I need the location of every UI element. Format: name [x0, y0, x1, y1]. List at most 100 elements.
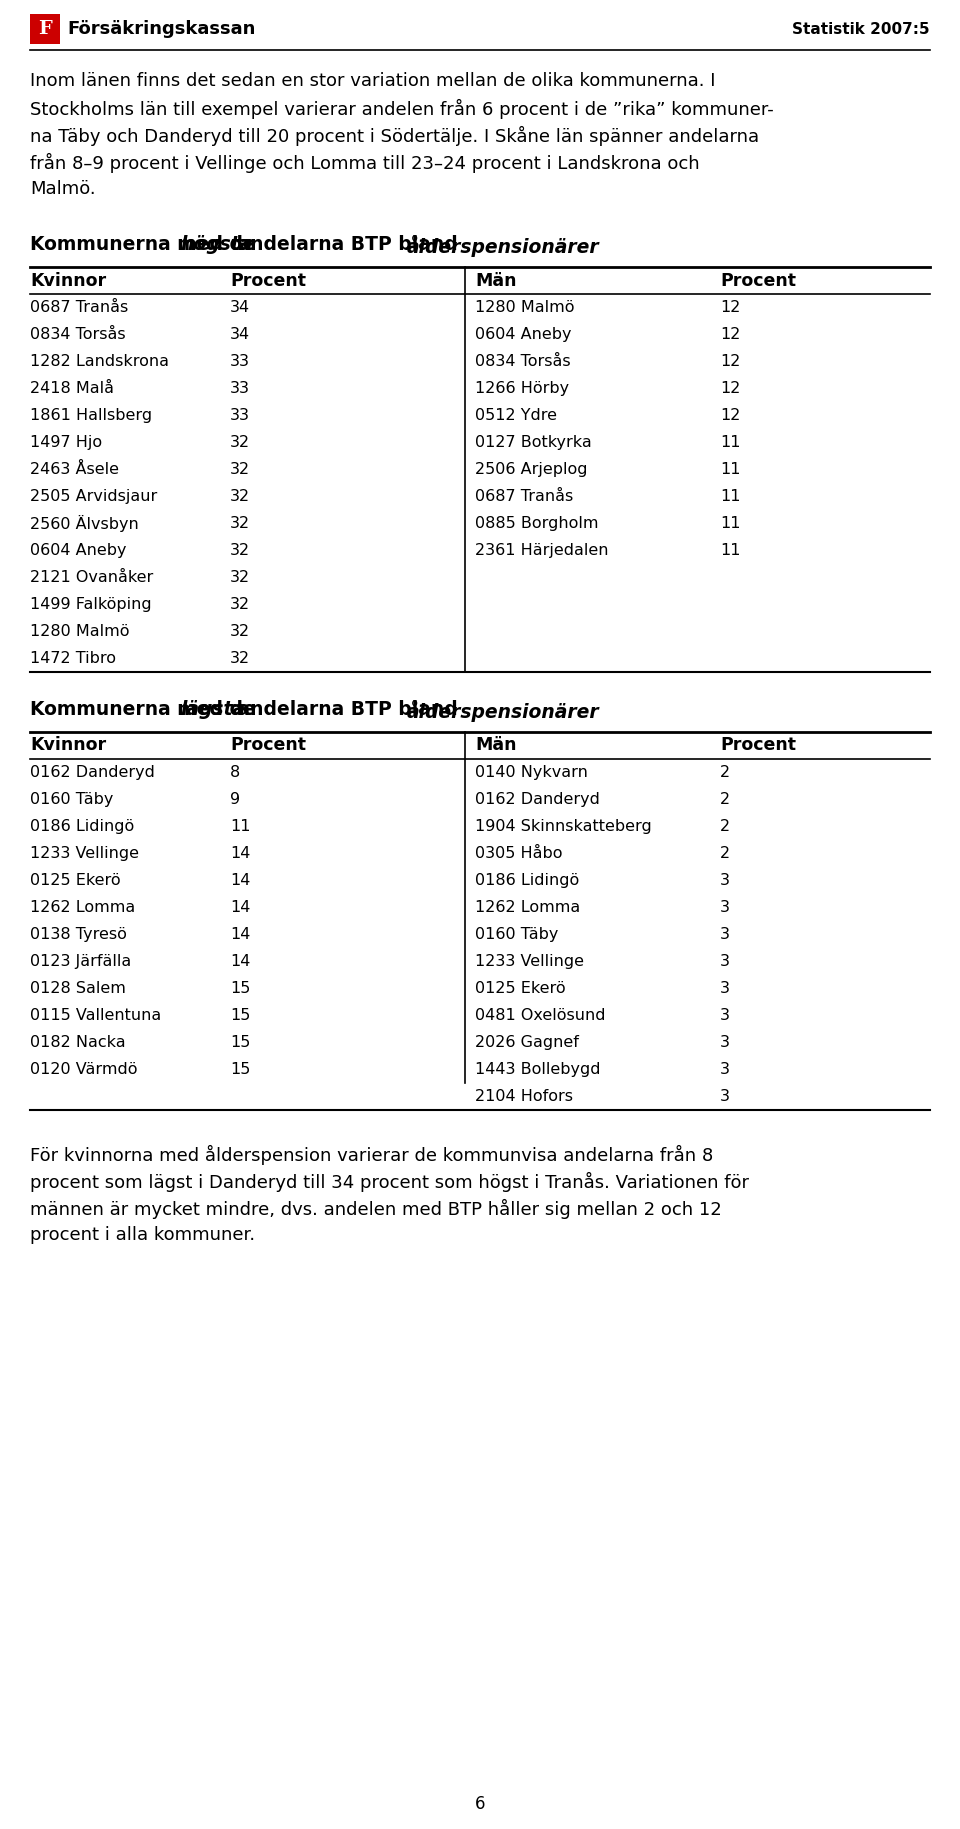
Text: Procent: Procent	[230, 271, 306, 289]
Text: 1233 Vellinge: 1233 Vellinge	[30, 847, 139, 861]
Text: 2104 Hofors: 2104 Hofors	[475, 1088, 573, 1105]
Text: 0162 Danderyd: 0162 Danderyd	[30, 765, 155, 779]
Text: 32: 32	[230, 463, 251, 477]
Text: 0186 Lidingö: 0186 Lidingö	[30, 819, 134, 834]
Text: 3: 3	[720, 1088, 730, 1105]
Text: 0182 Nacka: 0182 Nacka	[30, 1035, 126, 1050]
Text: 32: 32	[230, 435, 251, 450]
Text: Män: Män	[475, 271, 516, 289]
Text: 0120 Värmdö: 0120 Värmdö	[30, 1063, 137, 1077]
Text: 11: 11	[720, 543, 740, 558]
Text: 33: 33	[230, 355, 250, 369]
Text: 0687 Tranås: 0687 Tranås	[30, 300, 129, 315]
Text: 32: 32	[230, 571, 251, 585]
Text: 11: 11	[720, 463, 740, 477]
Text: 12: 12	[720, 355, 740, 369]
Text: 2: 2	[720, 819, 731, 834]
Text: 2: 2	[720, 792, 731, 807]
Text: Försäkringskassan: Försäkringskassan	[67, 20, 255, 38]
Text: männen är mycket mindre, dvs. andelen med BTP håller sig mellan 2 och 12: männen är mycket mindre, dvs. andelen me…	[30, 1200, 722, 1220]
Text: 0885 Borgholm: 0885 Borgholm	[475, 516, 598, 530]
Text: 11: 11	[230, 819, 251, 834]
Text: 3: 3	[720, 1063, 730, 1077]
Text: från 8–9 procent i Vellinge och Lomma till 23–24 procent i Landskrona och: från 8–9 procent i Vellinge och Lomma ti…	[30, 154, 700, 174]
Text: andelarna BTP bland: andelarna BTP bland	[230, 701, 464, 719]
Text: na Täby och Danderyd till 20 procent i Södertälje. I Skåne län spänner andelarna: na Täby och Danderyd till 20 procent i S…	[30, 126, 759, 146]
Text: 0125 Ekerö: 0125 Ekerö	[475, 980, 565, 997]
Text: 1262 Lomma: 1262 Lomma	[30, 900, 135, 914]
Text: 0687 Tranås: 0687 Tranås	[475, 488, 573, 505]
Text: 0186 Lidingö: 0186 Lidingö	[475, 872, 579, 889]
Text: 9: 9	[230, 792, 240, 807]
Text: 14: 14	[230, 927, 251, 942]
Text: 0604 Aneby: 0604 Aneby	[30, 543, 127, 558]
Text: För kvinnorna med ålderspension varierar de kommunvisa andelarna från 8: För kvinnorna med ålderspension varierar…	[30, 1145, 713, 1165]
Text: 1266 Hörby: 1266 Hörby	[475, 380, 569, 397]
Text: 0604 Aneby: 0604 Aneby	[475, 327, 571, 342]
Text: Kommunerna med de: Kommunerna med de	[30, 234, 262, 254]
Text: 32: 32	[230, 543, 251, 558]
Text: 0128 Salem: 0128 Salem	[30, 980, 126, 997]
Text: ålderspensionärer: ålderspensionärer	[407, 234, 599, 258]
Text: 2463 Åsele: 2463 Åsele	[30, 463, 119, 477]
Text: 32: 32	[230, 651, 251, 666]
Text: 12: 12	[720, 380, 740, 397]
Text: 33: 33	[230, 408, 250, 422]
Text: 2026 Gagnef: 2026 Gagnef	[475, 1035, 579, 1050]
Text: 14: 14	[230, 847, 251, 861]
Text: Män: Män	[475, 737, 516, 755]
Text: 12: 12	[720, 300, 740, 315]
Text: 2361 Härjedalen: 2361 Härjedalen	[475, 543, 609, 558]
Text: högsta: högsta	[180, 234, 253, 254]
Text: Kommunerna med de: Kommunerna med de	[30, 701, 262, 719]
Text: 0834 Torsås: 0834 Torsås	[475, 355, 570, 369]
Text: andelarna BTP bland: andelarna BTP bland	[230, 234, 464, 254]
Text: 33: 33	[230, 380, 250, 397]
Text: procent som lägst i Danderyd till 34 procent som högst i Tranås. Variationen för: procent som lägst i Danderyd till 34 pro…	[30, 1172, 749, 1193]
Text: 1282 Landskrona: 1282 Landskrona	[30, 355, 169, 369]
Text: 1497 Hjo: 1497 Hjo	[30, 435, 102, 450]
Text: 2: 2	[720, 847, 731, 861]
Text: 15: 15	[230, 1035, 251, 1050]
Text: F: F	[38, 20, 52, 38]
Text: Inom länen finns det sedan en stor variation mellan de olika kommunerna. I: Inom länen finns det sedan en stor varia…	[30, 71, 715, 90]
Text: 3: 3	[720, 900, 730, 914]
Text: 2418 Malå: 2418 Malå	[30, 380, 114, 397]
Text: Malmö.: Malmö.	[30, 179, 96, 198]
Text: 0123 Järfälla: 0123 Järfälla	[30, 955, 132, 969]
Text: 3: 3	[720, 1008, 730, 1022]
Text: 0160 Täby: 0160 Täby	[30, 792, 113, 807]
Text: 15: 15	[230, 1008, 251, 1022]
Text: 11: 11	[720, 516, 740, 530]
Text: 0481 Oxelösund: 0481 Oxelösund	[475, 1008, 606, 1022]
Text: 3: 3	[720, 980, 730, 997]
Text: 32: 32	[230, 624, 251, 638]
Text: 34: 34	[230, 300, 251, 315]
Text: Procent: Procent	[720, 737, 796, 755]
Text: 15: 15	[230, 980, 251, 997]
Text: 0140 Nykvarn: 0140 Nykvarn	[475, 765, 588, 779]
Text: 14: 14	[230, 900, 251, 914]
Text: 1443 Bollebygd: 1443 Bollebygd	[475, 1063, 601, 1077]
Bar	[30, 15, 60, 44]
Text: 0834 Torsås: 0834 Torsås	[30, 327, 126, 342]
Text: ålderspensionärer: ålderspensionärer	[407, 701, 599, 722]
Text: Procent: Procent	[720, 271, 796, 289]
Text: 14: 14	[230, 872, 251, 889]
Text: 1280 Malmö: 1280 Malmö	[475, 300, 574, 315]
Text: 0162 Danderyd: 0162 Danderyd	[475, 792, 600, 807]
Text: 12: 12	[720, 408, 740, 422]
Text: 32: 32	[230, 596, 251, 613]
Text: 3: 3	[720, 927, 730, 942]
Text: 8: 8	[230, 765, 240, 779]
Text: procent i alla kommuner.: procent i alla kommuner.	[30, 1225, 255, 1244]
Text: Kvinnor: Kvinnor	[30, 737, 107, 755]
Text: 32: 32	[230, 488, 251, 505]
Text: 14: 14	[230, 955, 251, 969]
Text: 0115 Vallentuna: 0115 Vallentuna	[30, 1008, 161, 1022]
Text: 15: 15	[230, 1063, 251, 1077]
Text: 2505 Arvidsjaur: 2505 Arvidsjaur	[30, 488, 157, 505]
Text: 2: 2	[720, 765, 731, 779]
Text: 1904 Skinnskatteberg: 1904 Skinnskatteberg	[475, 819, 652, 834]
Text: 3: 3	[720, 1035, 730, 1050]
